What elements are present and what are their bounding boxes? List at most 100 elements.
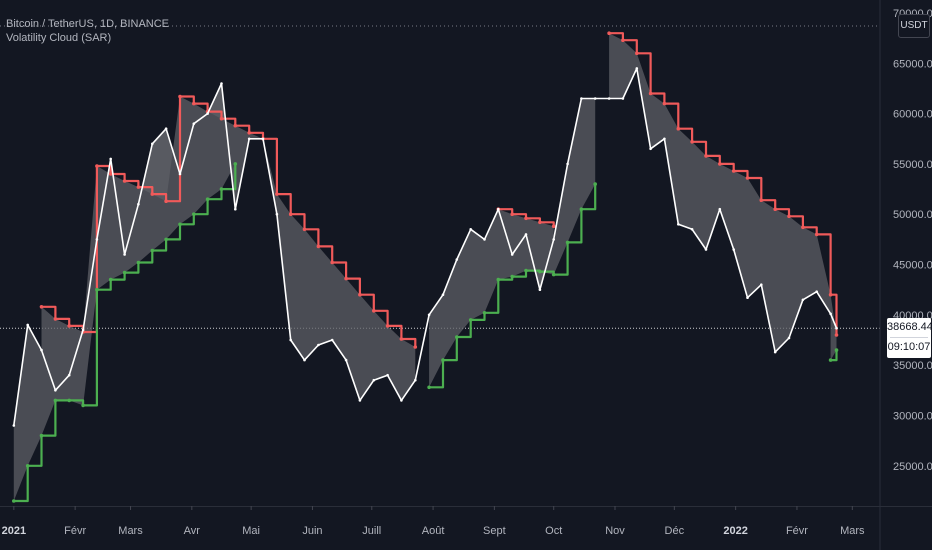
price-tick-label: 25000.00 [893, 461, 932, 473]
lower-band-point [136, 260, 141, 265]
price-point [635, 67, 639, 70]
lower-band-point [122, 270, 127, 275]
lower-band-point [150, 248, 155, 253]
upper-band-point [510, 212, 514, 216]
upper-band-point [192, 101, 196, 106]
price-point [593, 97, 597, 100]
upper-band-line [41, 95, 417, 347]
upper-band-point [773, 207, 777, 211]
price-point [524, 233, 528, 236]
time-tick-label: Déc [665, 525, 685, 537]
upper-band-point [662, 101, 667, 106]
lower-band-point [834, 348, 839, 352]
upper-band-point [399, 337, 404, 341]
price-tick-label: 50000.00 [893, 209, 932, 221]
sar-bands [12, 31, 839, 503]
price-point [835, 326, 838, 330]
upper-band-point [607, 31, 611, 35]
lower-band-point [53, 398, 58, 403]
price-point [469, 228, 473, 231]
price-point [746, 296, 749, 300]
upper-band-point [676, 126, 681, 131]
upper-band-point [801, 225, 805, 230]
price-point [760, 283, 763, 287]
upper-band-point [621, 38, 625, 42]
lower-band-point [538, 269, 542, 274]
time-tick-label: Sept [483, 525, 506, 537]
upper-band-point [358, 292, 362, 297]
upper-band-point [316, 244, 321, 249]
upper-band-point [731, 169, 736, 173]
upper-band-point [704, 154, 708, 158]
time-tick-label: 2022 [723, 525, 747, 537]
price-point [164, 127, 168, 130]
time-tick-label: Févr [64, 525, 86, 537]
indicator-title[interactable]: Volatility Cloud (SAR) [6, 32, 112, 44]
price-point [81, 328, 85, 332]
upper-band-point [136, 185, 141, 189]
lower-band-point [233, 162, 238, 166]
last-price-tag: 38668.44 09:10:07 [887, 318, 932, 358]
price-point [303, 358, 306, 362]
price-point [773, 350, 777, 354]
upper-band-point [834, 333, 839, 337]
upper-band-point [344, 276, 348, 281]
price-point [26, 323, 30, 327]
upper-band-point [108, 172, 113, 176]
lower-band-point [12, 499, 16, 503]
price-point [538, 288, 542, 292]
symbol-title[interactable]: Bitcoin / TetherUS, 1D, BINANCE [6, 18, 170, 30]
cloud-fill-lower [13, 83, 236, 501]
price-point [455, 258, 459, 261]
upper-band-point [385, 324, 390, 328]
price-point [441, 293, 445, 297]
lower-band-point [510, 274, 514, 279]
lower-band-point [441, 358, 445, 362]
price-point [372, 378, 376, 382]
upper-band-point [551, 224, 556, 229]
price-point [566, 162, 569, 166]
upper-band-point [759, 198, 764, 202]
time-tick-label: 2021 [2, 525, 26, 537]
price-point [344, 358, 348, 362]
lower-band-point [205, 197, 210, 201]
volatility-cloud [13, 33, 837, 501]
price-point [317, 343, 320, 347]
lower-band-point [108, 277, 113, 282]
price-point [815, 290, 818, 294]
price-tick-label: 55000.00 [893, 159, 932, 171]
lower-band-point [25, 464, 30, 468]
currency-unit-badge[interactable]: USDT [898, 14, 930, 38]
upper-band-point [178, 94, 182, 99]
price-axis[interactable]: 25000.0030000.0035000.0040000.0045000.00… [879, 0, 932, 550]
lower-band-point [219, 187, 224, 191]
price-tick-label: 30000.00 [893, 410, 932, 422]
upper-band-point [690, 140, 694, 144]
upper-band-point [233, 123, 238, 128]
grid [0, 25, 880, 329]
upper-band-point [745, 176, 750, 180]
lower-band-point [593, 182, 597, 186]
price-point [690, 228, 694, 231]
price-tick-label: 45000.00 [893, 260, 932, 272]
upper-band-point [95, 164, 99, 168]
lower-band-point [427, 385, 431, 390]
upper-band-point [814, 232, 819, 237]
time-axis[interactable]: 2021 Févr Mars Avr Mai Juin Juill Août Sept Oct No… [0, 506, 932, 537]
price-point [330, 338, 334, 342]
time-tick-label: Mars [118, 525, 143, 537]
price-point [95, 238, 99, 241]
price-point [178, 172, 182, 176]
price-point [220, 82, 223, 85]
last-price-value: 38668.44 [887, 321, 932, 333]
bar-countdown: 09:10:07 [887, 341, 931, 353]
price-point [677, 223, 680, 226]
price-point [607, 97, 611, 100]
time-tick-label: Juin [302, 525, 322, 537]
lower-band-point [67, 398, 71, 403]
upper-band-point [247, 131, 251, 135]
lower-band-point [524, 268, 528, 273]
upper-band-point [219, 116, 224, 121]
price-point [247, 137, 251, 141]
